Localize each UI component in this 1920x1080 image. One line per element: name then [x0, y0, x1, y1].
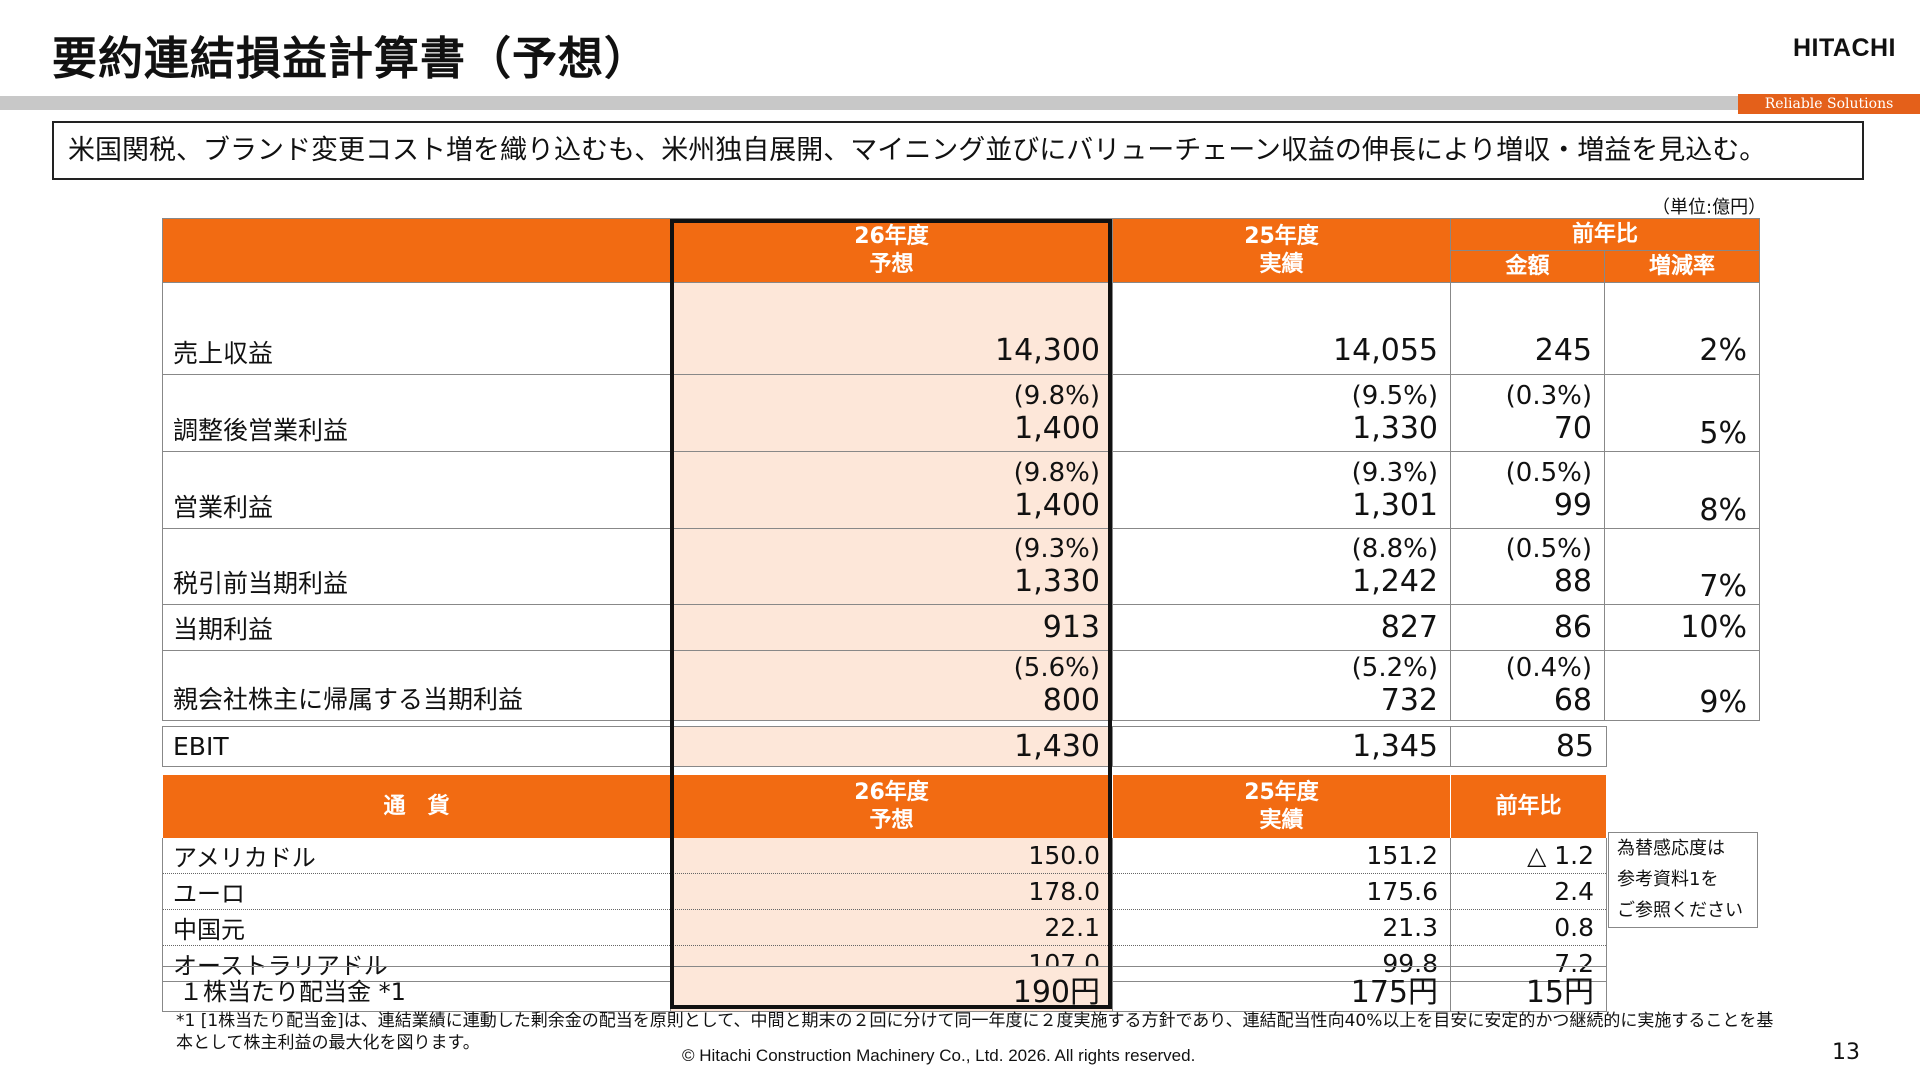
- forecast-value: 800: [1042, 683, 1100, 718]
- actual-value: 827: [1112, 604, 1451, 651]
- table-row: ユーロ 178.0 175.6 2.4: [162, 873, 1607, 910]
- header-actual: 25年度 実績: [1112, 774, 1451, 839]
- header-rate: 増減率: [1603, 250, 1761, 283]
- forecast-value: 1,330: [1014, 564, 1100, 599]
- yoy-amount: 86: [1450, 604, 1605, 651]
- currency-label: 中国元: [162, 909, 671, 946]
- yoy-rate: 2%: [1603, 282, 1761, 375]
- actual-value: 1,330: [1352, 410, 1438, 446]
- currency-label: アメリカドル: [162, 838, 671, 874]
- table-row: 税引前当期利益 (9.3%) 1,330 (8.8%) 1,242 (0.5%) 88…: [162, 528, 1761, 605]
- header-amount: 金額: [1450, 250, 1605, 283]
- yoy-amount: 70: [1553, 410, 1592, 446]
- actual-value: 732: [1380, 683, 1438, 718]
- page-number: 13: [1832, 1040, 1860, 1065]
- actual-rate: 21.3: [1112, 909, 1451, 946]
- header-yoy: 前年比: [1449, 218, 1761, 251]
- yoy-margin: (0.4%): [1505, 653, 1592, 683]
- ebit-table: EBIT 1,430 1,345 85: [162, 726, 1607, 767]
- row-label: 親会社株主に帰属する当期利益: [162, 650, 671, 721]
- yoy-rate: 5%: [1603, 374, 1761, 452]
- yoy-rate: 7%: [1603, 528, 1761, 605]
- forecast-margin: (9.8%): [1013, 457, 1100, 488]
- yoy-rate: 10%: [1603, 604, 1761, 651]
- yoy-amount: 88: [1553, 564, 1592, 599]
- yoy-amount: 68: [1553, 683, 1592, 718]
- yoy-margin: (0.5%): [1505, 534, 1592, 564]
- actual-margin: (9.5%): [1351, 380, 1438, 411]
- row-label: 営業利益: [162, 451, 671, 529]
- yoy-amount: 99: [1553, 487, 1592, 523]
- forecast-rate: 178.0: [670, 873, 1113, 910]
- table-row: 調整後営業利益 (9.8%) 1,400 (9.5%) 1,330 (0.3%) 70…: [162, 374, 1761, 452]
- table-row: １株当たり配当金 *1 190円 175円 15円: [162, 966, 1607, 1012]
- actual-margin: (9.3%): [1351, 457, 1438, 488]
- hitachi-logo: HITACHI: [1792, 34, 1896, 62]
- row-label: 税引前当期利益: [162, 528, 671, 605]
- actual-value: 175円: [1112, 966, 1451, 1012]
- table-row: 親会社株主に帰属する当期利益 (5.6%) 800 (5.2%) 732 (0.4%…: [162, 650, 1761, 721]
- table-row: 営業利益 (9.8%) 1,400 (9.3%) 1,301 (0.5%) 99 8%: [162, 451, 1761, 529]
- forecast-margin: (9.3%): [1013, 534, 1100, 564]
- header-divider: [0, 96, 1738, 110]
- header-forecast: 26年度 予想: [670, 218, 1113, 283]
- forecast-value: 14,300: [670, 282, 1113, 375]
- fx-sensitivity-note: 為替感応度は 参考資料1を ご参照ください: [1608, 832, 1758, 928]
- row-label: 売上収益: [162, 282, 671, 375]
- row-label: 調整後営業利益: [162, 374, 671, 452]
- forecast-margin: (5.6%): [1013, 653, 1100, 683]
- fx-table: アメリカドル 150.0 151.2 △ 1.2 ユーロ 178.0 175.6…: [162, 838, 1607, 982]
- fx-header: 通 貨 26年度 予想 25年度 実績 前年比: [162, 774, 1607, 839]
- yoy-change: 0.8: [1450, 909, 1607, 946]
- header-actual: 25年度 実績: [1112, 218, 1451, 283]
- pl-table: 26年度 予想 25年度 実績 前年比 金額 増減率 売上収益 14,300 1…: [162, 218, 1761, 721]
- actual-rate: 175.6: [1112, 873, 1451, 910]
- page-title: 要約連結損益計算書（予想）: [52, 32, 651, 85]
- row-label: 当期利益: [162, 604, 671, 651]
- header-yoy: 前年比: [1450, 774, 1607, 839]
- header-blank: [162, 218, 671, 283]
- table-row: 当期利益 913 827 86 10%: [162, 604, 1761, 651]
- forecast-value: 913: [670, 604, 1113, 651]
- forecast-value: 1,430: [670, 726, 1113, 767]
- table-row: アメリカドル 150.0 151.2 △ 1.2: [162, 838, 1607, 874]
- row-label: EBIT: [162, 726, 671, 767]
- tagline: Reliable Solutions: [1738, 94, 1920, 114]
- yoy-amount: 245: [1450, 282, 1605, 375]
- header-forecast: 26年度 予想: [670, 774, 1113, 839]
- actual-value: 14,055: [1112, 282, 1451, 375]
- forecast-value: 1,400: [1014, 410, 1100, 446]
- forecast-rate: 150.0: [670, 838, 1113, 874]
- yoy-margin: (0.5%): [1505, 457, 1592, 488]
- yoy-rate: 8%: [1603, 451, 1761, 529]
- dividend-table: １株当たり配当金 *1 190円 175円 15円: [162, 966, 1607, 1012]
- row-label: １株当たり配当金 *1: [162, 966, 671, 1012]
- forecast-margin: (9.8%): [1013, 380, 1100, 411]
- actual-value: 1,242: [1352, 564, 1438, 599]
- table-row: EBIT 1,430 1,345 85: [162, 726, 1607, 767]
- footnote: *1 [1株当たり配当金]は、連結業績に連動した剰余金の配当を原則として、中間と…: [176, 1011, 1774, 1053]
- copyright: © Hitachi Construction Machinery Co., Lt…: [682, 1046, 1196, 1065]
- yoy-rate: 9%: [1603, 650, 1761, 721]
- unit-label: （単位:億円）: [1652, 197, 1767, 218]
- actual-value: 1,301: [1352, 487, 1438, 523]
- yoy-amount: 85: [1450, 726, 1607, 767]
- yoy-change: 2.4: [1450, 873, 1607, 910]
- yoy-margin: (0.3%): [1505, 380, 1592, 411]
- table-row: 売上収益 14,300 14,055 245 2%: [162, 282, 1761, 375]
- summary-box: 米国関税、ブランド変更コスト増を織り込むも、米州独自展開、マイニング並びにバリュ…: [52, 121, 1864, 180]
- header-currency: 通 貨: [162, 774, 671, 839]
- forecast-rate: 22.1: [670, 909, 1113, 946]
- forecast-value: 190円: [670, 966, 1113, 1012]
- table-row: 中国元 22.1 21.3 0.8: [162, 909, 1607, 946]
- actual-margin: (8.8%): [1351, 534, 1438, 564]
- actual-value: 1,345: [1112, 726, 1451, 767]
- yoy-amount: 15円: [1450, 966, 1607, 1012]
- forecast-value: 1,400: [1014, 487, 1100, 523]
- actual-rate: 151.2: [1112, 838, 1451, 874]
- yoy-change: △ 1.2: [1450, 838, 1607, 874]
- actual-margin: (5.2%): [1351, 653, 1438, 683]
- currency-label: ユーロ: [162, 873, 671, 910]
